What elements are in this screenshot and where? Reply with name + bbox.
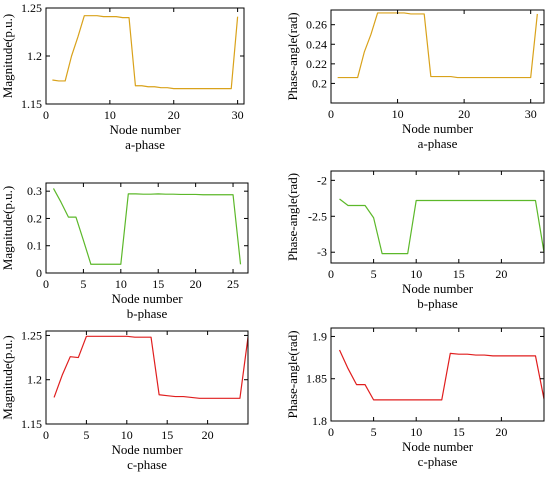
phase-caption-1: a-phase [418,136,458,151]
y-tick-label-0: 1.15 [21,97,42,111]
x-tick-label-1: 30 [525,107,537,121]
y-tick-label-4: 1.15 [21,417,42,431]
x-tick-label-4: 5 [83,428,89,442]
y-tick-label-1: 0.2 [312,76,327,90]
x-tick-label-3: 5 [371,267,377,281]
y-tick-label-5: 1.8 [312,414,327,428]
x-tick-label-5: 0 [328,425,334,439]
x-tick-label-0: 20 [168,108,180,122]
x-tick-label-3: 10 [410,267,422,281]
series-line-1 [337,12,538,79]
y-tick-label-5: 1.85 [306,372,327,386]
phase-caption-2: b-phase [127,306,168,321]
x-tick-label-1: 10 [392,107,404,121]
plot-frame-4 [45,330,249,425]
y-axis-label-3: Phase-angle(rad) [285,173,300,261]
y-tick-label-4: 1.2 [27,373,42,387]
y-tick-label-4: 1.25 [21,328,42,342]
x-tick-label-5: 10 [410,425,422,439]
series-line-3 [339,198,544,255]
plot-frame-0 [45,7,245,105]
x-tick-label-4: 15 [161,428,173,442]
x-tick-label-4: 20 [202,428,214,442]
x-tick-label-5: 15 [453,425,465,439]
series-line-4 [53,335,248,399]
x-tick-label-5: 5 [371,425,377,439]
y-tick-label-0: 1.2 [27,49,42,63]
x-tick-label-2: 25 [227,277,239,291]
x-tick-label-2: 0 [43,277,49,291]
plot-frame-1 [330,9,545,104]
y-tick-label-1: 0.22 [306,57,327,71]
y-tick-label-1: 0.26 [306,18,327,32]
y-axis-label-0: Magnitude(p.u.) [0,14,15,98]
phase-caption-5: c-phase [418,454,458,469]
y-tick-label-2: 0.3 [27,184,42,198]
plot-frame-5 [330,327,545,422]
series-line-0 [52,15,239,90]
x-tick-label-2: 5 [80,277,86,291]
x-tick-label-1: 0 [328,107,334,121]
y-tick-label-3: -2 [317,173,327,187]
x-tick-label-1: 20 [458,107,470,121]
y-tick-label-5: 1.9 [312,329,327,343]
x-tick-label-3: 15 [453,267,465,281]
x-tick-label-5: 20 [495,425,507,439]
x-tick-label-0: 0 [43,108,49,122]
y-axis-label-4: Magnitude(p.u.) [0,335,15,419]
plot-frame-2 [45,182,249,274]
x-tick-label-2: 15 [152,277,164,291]
x-tick-label-0: 30 [232,108,244,122]
series-line-5 [338,349,544,401]
x-axis-label-0: Node number [109,122,181,137]
phase-caption-4: c-phase [127,457,167,472]
x-tick-label-4: 0 [43,428,49,442]
y-tick-label-1: 0.24 [306,37,327,51]
phase-caption-3: b-phase [417,296,458,311]
x-tick-label-4: 10 [121,428,133,442]
x-axis-label-2: Node number [111,291,183,306]
x-axis-label-1: Node number [402,121,474,136]
y-tick-label-2: 0.2 [27,211,42,225]
y-tick-label-0: 1.25 [21,1,42,15]
plot-frame-3 [330,170,545,264]
y-tick-label-3: -3 [317,245,327,259]
x-axis-label-5: Node number [402,439,474,454]
y-tick-label-2: 0.1 [27,239,42,253]
y-tick-label-3: -2.5 [308,209,327,223]
series-line-2 [52,188,242,265]
chart-panel-1: 0 10 20 30 0.2 0.22 0.24 0.26 Node numbera-phase… [285,9,545,151]
y-axis-label-2: Magnitude(p.u.) [0,186,15,270]
y-tick-label-2: 0 [36,266,42,280]
x-tick-label-3: 0 [328,267,334,281]
x-axis-label-4: Node number [111,442,183,457]
phase-caption-0: a-phase [125,137,165,152]
x-tick-label-0: 10 [104,108,116,122]
x-tick-label-2: 10 [115,277,127,291]
y-axis-label-5: Phase-angle(rad) [285,330,300,418]
y-axis-label-1: Phase-angle(rad) [285,12,300,100]
x-tick-label-3: 20 [495,267,507,281]
x-tick-label-2: 20 [190,277,202,291]
x-axis-label-3: Node number [402,281,474,296]
